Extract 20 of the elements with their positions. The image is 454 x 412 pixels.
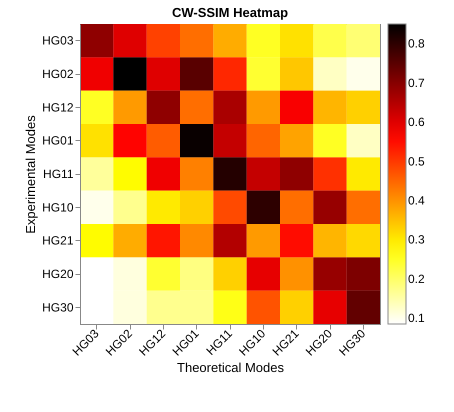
- y-tick-label: HG02: [42, 67, 74, 81]
- color-bar-label: 0.8: [408, 36, 426, 51]
- y-tick-label: HG21: [42, 234, 74, 248]
- chart-title: CW-SSIM Heatmap: [172, 5, 288, 20]
- color-bar-label: 0.6: [408, 115, 426, 130]
- y-tick-label: HG11: [43, 167, 74, 181]
- color-bar-label: 0.2: [408, 272, 426, 286]
- x-axis-title: Theoretical Modes: [177, 360, 284, 375]
- y-axis-title: Experimental Modes: [23, 114, 38, 234]
- y-tick-label: HG03: [42, 34, 74, 48]
- y-tick-label: HG12: [42, 100, 74, 114]
- color-bar-label: 0.3: [408, 232, 426, 247]
- color-bar-label: 0.5: [408, 154, 426, 168]
- y-tick-label: HG01: [42, 134, 74, 148]
- y-tick-label: HG10: [42, 200, 74, 214]
- color-bar-label: 0.4: [408, 193, 426, 208]
- y-tick-label: HG20: [42, 267, 74, 281]
- y-tick-label: HG30: [42, 300, 74, 314]
- color-bar-label: 0.7: [408, 76, 426, 90]
- color-bar-label: 0.1: [408, 311, 426, 326]
